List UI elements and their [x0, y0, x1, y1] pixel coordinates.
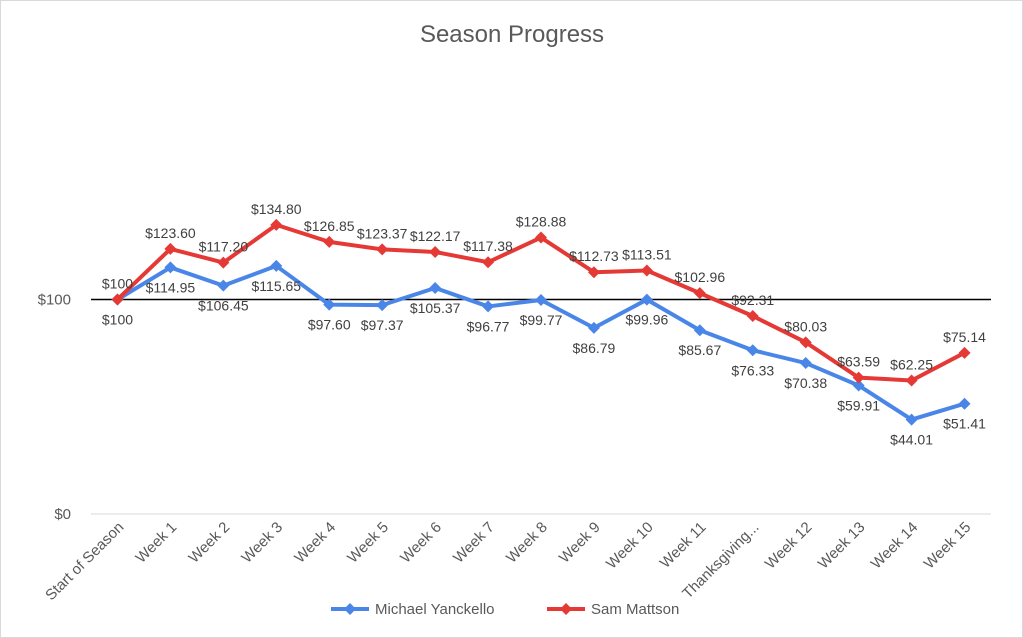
x-tick-label: Week 12 [762, 519, 816, 573]
data-point-marker [693, 324, 706, 337]
data-point-marker [217, 279, 230, 292]
x-tick-label: Week 3 [238, 519, 286, 567]
data-point-marker [587, 266, 600, 279]
data-point-marker [270, 218, 283, 231]
data-label: $126.85 [304, 218, 355, 234]
x-tick-label: Week 2 [185, 519, 233, 567]
data-point-marker [482, 300, 495, 313]
data-label: $99.77 [520, 312, 563, 328]
data-label: $51.41 [943, 416, 986, 432]
data-label: $123.60 [145, 225, 196, 241]
data-label: $80.03 [784, 318, 827, 334]
series-sam-mattson [111, 218, 971, 387]
x-tick-label: Start of Season [42, 519, 127, 604]
data-label: $44.01 [890, 432, 933, 448]
data-label: $59.91 [837, 397, 880, 413]
data-point-marker [799, 357, 812, 370]
data-point-marker [587, 321, 600, 334]
data-label: $75.14 [943, 329, 986, 345]
x-tick-label: Week 11 [657, 519, 710, 572]
data-label: $96.77 [467, 318, 510, 334]
data-label: $76.33 [731, 362, 774, 378]
data-point-marker [323, 235, 336, 248]
data-label: $97.60 [308, 317, 351, 333]
data-label: $97.37 [361, 317, 404, 333]
data-point-marker [746, 344, 759, 357]
data-point-marker [852, 379, 865, 392]
series-michael-yanckello [111, 259, 971, 426]
data-label: $115.65 [252, 278, 302, 294]
data-label: $117.38 [463, 238, 513, 254]
data-point-marker [958, 346, 971, 359]
data-point-marker [799, 336, 812, 349]
data-label: $99.96 [625, 312, 668, 328]
x-tick-label: Week 4 [291, 519, 339, 567]
x-tick-label: Week 1 [132, 519, 180, 567]
legend-marker [344, 603, 356, 615]
x-tick-label: Week 8 [503, 519, 551, 567]
data-label: $92.31 [731, 292, 774, 308]
data-point-marker [640, 293, 653, 306]
legend-item: Michael Yanckello [331, 601, 495, 618]
data-point-marker [535, 293, 547, 306]
x-tick-label: Week 10 [603, 519, 657, 573]
data-point-marker [376, 243, 389, 256]
x-tick-label: Week 13 [815, 519, 869, 573]
x-tick-label: Week 7 [450, 519, 498, 567]
y-tick-label: $100 [38, 292, 71, 309]
data-point-marker [429, 245, 442, 258]
x-tick-label: Week 5 [344, 519, 392, 567]
chart-title: Season Progress [420, 21, 604, 48]
data-point-marker [746, 309, 759, 322]
data-point-marker [535, 231, 547, 244]
data-point-marker [640, 264, 653, 277]
legend-label: Sam Mattson [591, 601, 679, 618]
data-label: $112.73 [569, 248, 619, 264]
data-label: $62.25 [890, 356, 933, 372]
data-point-marker [905, 374, 918, 387]
data-point-marker [376, 299, 389, 312]
data-point-marker [429, 281, 442, 294]
data-point-marker [270, 259, 283, 272]
x-tick-label: Week 15 [921, 519, 975, 573]
data-label: $63.59 [837, 354, 880, 370]
data-point-marker [482, 256, 495, 269]
data-label: $106.45 [198, 298, 249, 314]
data-point-marker [323, 298, 336, 311]
data-point-marker [693, 287, 706, 300]
data-point-marker [905, 413, 918, 426]
data-label: $117.20 [199, 239, 249, 255]
data-point-marker [111, 293, 124, 306]
y-tick-label: $0 [54, 506, 71, 523]
data-label: $128.88 [516, 214, 567, 230]
data-label: $113.51 [622, 247, 672, 263]
data-point-marker [958, 397, 971, 410]
data-label: $85.67 [678, 342, 721, 358]
data-label: $102.96 [675, 269, 726, 285]
x-tick-label: Week 6 [397, 519, 445, 567]
data-label: $122.17 [410, 228, 461, 244]
legend-item: Sam Mattson [547, 601, 679, 618]
data-point-marker [164, 261, 177, 274]
data-label: $100 [102, 276, 133, 292]
data-label: $114.95 [146, 279, 196, 295]
data-point-marker [852, 371, 865, 384]
legend-marker [560, 603, 572, 615]
x-tick-label: Week 14 [868, 519, 922, 573]
data-label: $134.80 [251, 201, 302, 217]
x-tick-label: Week 9 [556, 519, 604, 567]
data-label: $70.38 [784, 375, 827, 391]
data-label: $105.37 [410, 300, 461, 316]
legend-label: Michael Yanckello [375, 601, 495, 618]
data-point-marker [217, 256, 230, 269]
data-label: $100 [102, 312, 133, 328]
data-label: $86.79 [573, 340, 616, 356]
data-point-marker [164, 242, 177, 255]
data-label: $123.37 [357, 225, 408, 241]
